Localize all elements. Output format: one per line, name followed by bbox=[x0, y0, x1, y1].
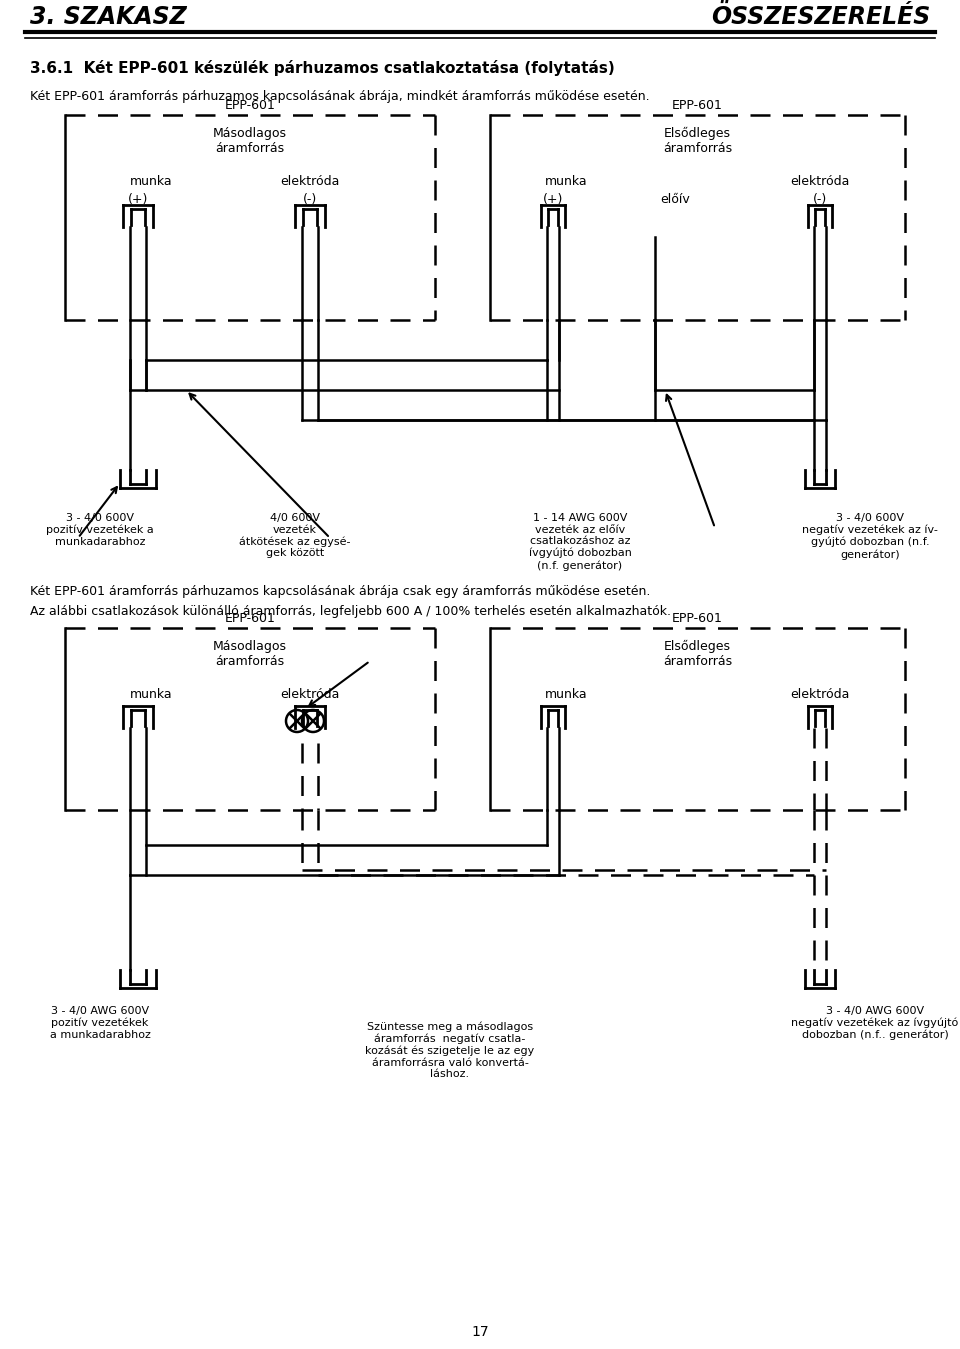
Text: munka: munka bbox=[130, 688, 173, 701]
Text: Két EPP-601 áramforrás párhuzamos kapcsolásának ábrája csak egy áramforrás működ: Két EPP-601 áramforrás párhuzamos kapcso… bbox=[30, 585, 650, 598]
Text: 3. SZAKASZ: 3. SZAKASZ bbox=[30, 5, 187, 28]
Text: (+): (+) bbox=[542, 193, 564, 206]
Text: 17: 17 bbox=[471, 1325, 489, 1340]
Text: (-): (-) bbox=[813, 193, 828, 206]
Text: munka: munka bbox=[545, 175, 588, 188]
Text: EPP-601: EPP-601 bbox=[672, 612, 723, 625]
Text: elektróda: elektróda bbox=[280, 688, 340, 701]
Text: 3 - 4/0 AWG 600V
negatív vezetékek az ívgyújtó
dobozban (n.f.. generátor): 3 - 4/0 AWG 600V negatív vezetékek az ív… bbox=[791, 1006, 959, 1040]
Text: Elsődleges
áramforrás: Elsődleges áramforrás bbox=[663, 639, 732, 668]
Text: Szüntesse meg a másodlagos
áramforrás  negatív csatla-
kozását és szigetelje le : Szüntesse meg a másodlagos áramforrás ne… bbox=[366, 1021, 535, 1079]
Text: elektróda: elektróda bbox=[790, 688, 850, 701]
Text: 1 - 14 AWG 600V
vezeték az előív
csatlakozáshoz az
ívgyújtó dobozban
(n.f. gener: 1 - 14 AWG 600V vezeték az előív csatlak… bbox=[529, 513, 632, 571]
Text: elektróda: elektróda bbox=[790, 175, 850, 188]
Text: elektróda: elektróda bbox=[280, 175, 340, 188]
Text: 4/0 600V
vezeték
átkötések az egysé-
gek között: 4/0 600V vezeték átkötések az egysé- gek… bbox=[239, 513, 350, 558]
Text: 3.6.1  Két EPP-601 készülék párhuzamos csatlakoztatása (folytatás): 3.6.1 Két EPP-601 készülék párhuzamos cs… bbox=[30, 59, 614, 76]
Text: 3 - 4/0 AWG 600V
pozitív vezetékek
a munkadarabhoz: 3 - 4/0 AWG 600V pozitív vezetékek a mun… bbox=[50, 1006, 151, 1040]
Text: (-): (-) bbox=[302, 193, 317, 206]
Text: 3 - 4/0 600V
negatív vezetékek az ív-
gyújtó dobozban (n.f.
generátor): 3 - 4/0 600V negatív vezetékek az ív- gy… bbox=[802, 513, 938, 560]
Text: munka: munka bbox=[130, 175, 173, 188]
Text: 3 - 4/0 600V
pozitív vezetékek a
munkadarabhoz: 3 - 4/0 600V pozitív vezetékek a munkada… bbox=[46, 513, 154, 546]
Text: EPP-601: EPP-601 bbox=[225, 98, 276, 112]
Text: Másodlagos
áramforrás: Másodlagos áramforrás bbox=[213, 127, 287, 155]
Text: Két EPP-601 áramforrás párhuzamos kapcsolásának ábrája, mindkét áramforrás működ: Két EPP-601 áramforrás párhuzamos kapcso… bbox=[30, 90, 650, 103]
Text: (+): (+) bbox=[128, 193, 148, 206]
Text: munka: munka bbox=[545, 688, 588, 701]
Text: előív: előív bbox=[660, 193, 689, 206]
Text: Az alábbi csatlakozások különálló áramforrás, legfeljebb 600 A / 100% terhelés e: Az alábbi csatlakozások különálló áramfo… bbox=[30, 604, 671, 618]
Text: Másodlagos
áramforrás: Másodlagos áramforrás bbox=[213, 639, 287, 668]
Text: EPP-601: EPP-601 bbox=[672, 98, 723, 112]
Text: Elsődleges
áramforrás: Elsődleges áramforrás bbox=[663, 127, 732, 155]
Text: ÖSSZESZERELÉS: ÖSSZESZERELÉS bbox=[710, 5, 930, 28]
Text: EPP-601: EPP-601 bbox=[225, 612, 276, 625]
